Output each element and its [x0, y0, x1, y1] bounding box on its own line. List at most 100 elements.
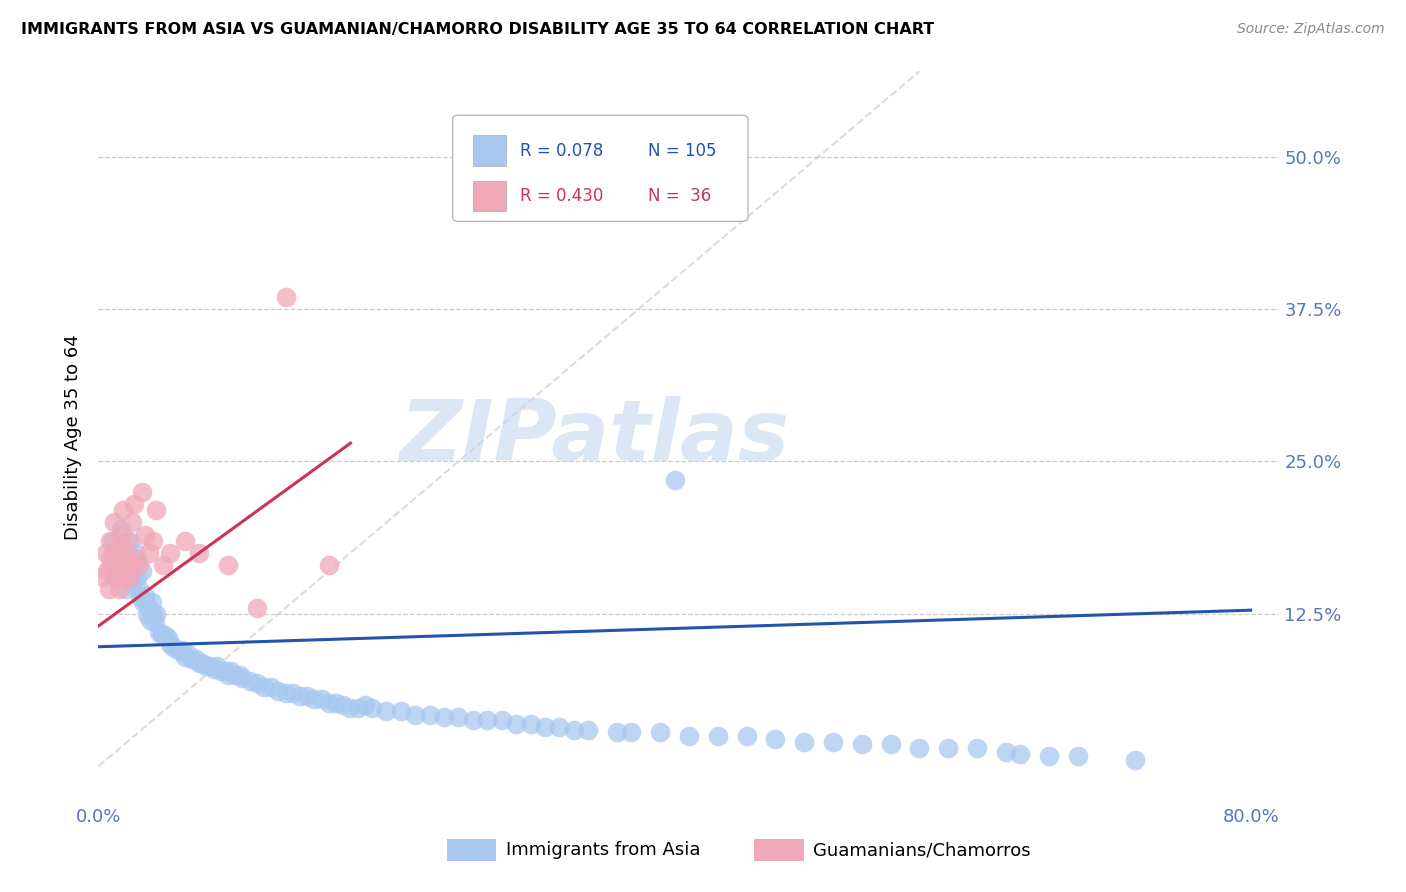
Point: [274, 290, 297, 304]
Text: N =  36: N = 36: [648, 187, 711, 205]
Point: [217, 667, 239, 681]
Point: [107, 582, 129, 597]
Point: [419, 708, 441, 723]
Point: [127, 570, 149, 584]
Bar: [754, 839, 803, 862]
Point: [159, 637, 181, 651]
Point: [181, 652, 204, 666]
Point: [131, 485, 153, 500]
Point: [114, 546, 136, 560]
Point: [267, 683, 290, 698]
Point: [325, 696, 347, 710]
Point: [361, 700, 384, 714]
Point: [121, 576, 143, 591]
Point: [138, 600, 160, 615]
Point: [128, 558, 150, 573]
Text: R = 0.430: R = 0.430: [520, 187, 603, 205]
Point: [879, 737, 901, 751]
Y-axis label: Disability Age 35 to 64: Disability Age 35 to 64: [65, 334, 83, 540]
Point: [447, 710, 470, 724]
Point: [103, 516, 125, 530]
Point: [576, 723, 599, 737]
Point: [112, 570, 135, 584]
Point: [477, 713, 499, 727]
Text: Source: ZipAtlas.com: Source: ZipAtlas.com: [1237, 22, 1385, 37]
Point: [246, 676, 269, 690]
Point: [706, 729, 728, 743]
Point: [145, 607, 167, 621]
Point: [118, 558, 141, 573]
Point: [253, 680, 276, 694]
Point: [127, 552, 149, 566]
Point: [111, 503, 134, 517]
Point: [186, 652, 208, 666]
Point: [793, 735, 815, 749]
Point: [96, 564, 118, 578]
Point: [115, 546, 138, 560]
Point: [620, 725, 643, 739]
Point: [505, 716, 527, 731]
Point: [177, 647, 200, 661]
Point: [150, 627, 173, 641]
Point: [134, 589, 156, 603]
Point: [166, 643, 188, 657]
Point: [104, 570, 127, 584]
Point: [153, 627, 176, 641]
Point: [170, 643, 193, 657]
FancyBboxPatch shape: [453, 115, 748, 221]
Point: [650, 725, 672, 739]
Point: [101, 546, 124, 560]
Point: [239, 673, 262, 688]
Point: [354, 698, 377, 713]
Bar: [472, 180, 506, 211]
Point: [135, 594, 157, 608]
Point: [100, 558, 122, 573]
Point: [404, 708, 426, 723]
Point: [231, 672, 253, 686]
Point: [311, 692, 333, 706]
Text: R = 0.078: R = 0.078: [520, 142, 603, 160]
Point: [152, 558, 174, 573]
Point: [288, 689, 311, 703]
Text: Guamanians/Chamorros: Guamanians/Chamorros: [813, 841, 1031, 859]
Text: Immigrants from Asia: Immigrants from Asia: [506, 841, 700, 859]
Point: [281, 686, 304, 700]
Point: [128, 582, 150, 597]
Point: [110, 527, 132, 541]
Point: [433, 710, 456, 724]
Point: [202, 662, 225, 676]
Point: [145, 503, 167, 517]
Point: [97, 582, 120, 597]
Point: [217, 558, 239, 573]
Point: [156, 632, 179, 646]
Point: [205, 659, 228, 673]
Point: [195, 659, 218, 673]
Point: [110, 521, 132, 535]
Point: [966, 740, 988, 755]
Point: [134, 527, 156, 541]
Point: [115, 533, 138, 548]
Point: [124, 564, 146, 578]
Point: [375, 705, 398, 719]
Point: [148, 625, 170, 640]
Text: ZIPatlas: ZIPatlas: [399, 395, 790, 479]
Point: [105, 552, 128, 566]
Point: [209, 664, 232, 678]
Text: N = 105: N = 105: [648, 142, 716, 160]
Point: [200, 659, 222, 673]
Point: [664, 473, 686, 487]
Point: [108, 552, 131, 566]
Point: [534, 720, 557, 734]
Point: [318, 558, 340, 573]
Point: [121, 516, 143, 530]
Point: [142, 607, 165, 621]
Point: [274, 686, 297, 700]
Point: [159, 546, 181, 560]
Point: [124, 497, 146, 511]
Point: [228, 667, 250, 681]
Point: [138, 546, 160, 560]
Point: [131, 564, 153, 578]
Point: [98, 552, 121, 566]
Point: [120, 533, 142, 548]
Point: [132, 594, 155, 608]
